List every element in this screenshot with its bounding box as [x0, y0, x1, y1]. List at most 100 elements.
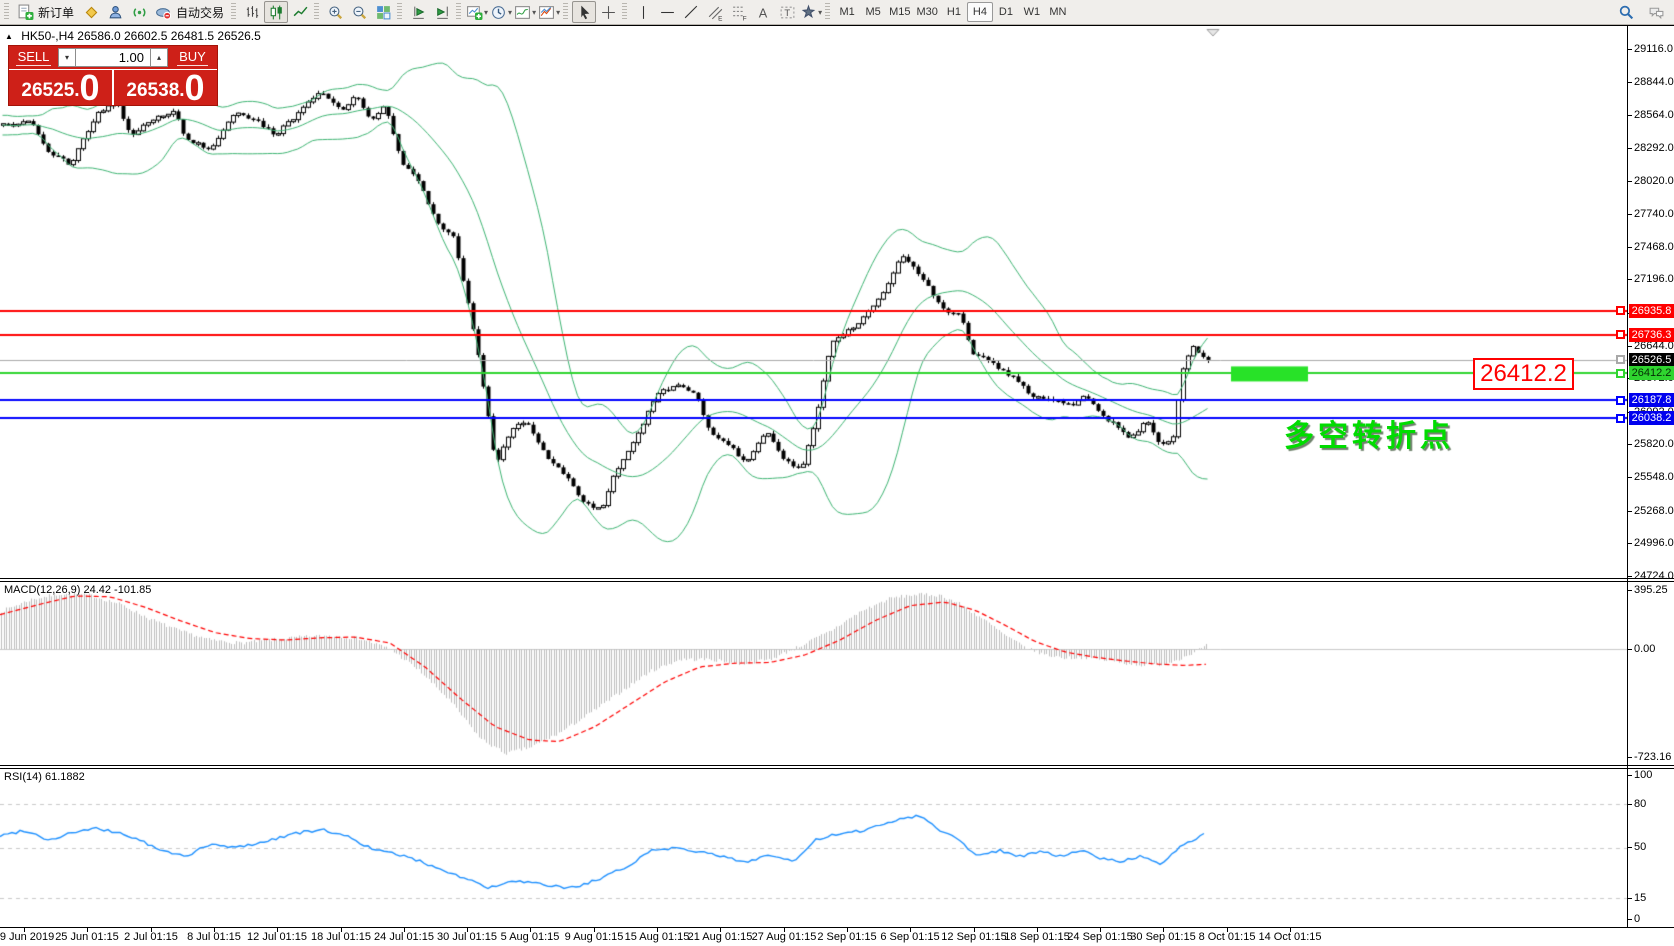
- one-click-trading-panel: SELL ▾ 1.00 ▴ BUY 26525. 0: [8, 45, 218, 106]
- timeframe-d1-button[interactable]: D1: [998, 6, 1013, 18]
- tile-windows-button[interactable]: [371, 1, 395, 23]
- time-axis-tick: [657, 927, 658, 932]
- profile-button[interactable]: [103, 1, 127, 23]
- trendline-tool-button[interactable]: [679, 1, 703, 23]
- rsi-axis-label: 15: [1634, 892, 1647, 904]
- arrows-tool-button[interactable]: ▾: [799, 1, 823, 23]
- timeframe-h4-button[interactable]: H4: [966, 2, 993, 22]
- volume-increase-button[interactable]: ▴: [150, 48, 168, 67]
- time-axis-label: 9 Aug 01:15: [564, 931, 624, 943]
- time-axis-tick: [404, 927, 405, 932]
- toolbar-grip: [563, 3, 569, 21]
- price-axis-tick: [1627, 477, 1632, 479]
- timeframe-mn-button[interactable]: MN: [1049, 6, 1067, 18]
- periods-button[interactable]: ▾: [489, 1, 513, 23]
- cursor-button[interactable]: [572, 1, 597, 23]
- text-label-tool-button[interactable]: T: [775, 1, 799, 23]
- zoom-out-button[interactable]: [347, 1, 371, 23]
- timeframe-h1-button[interactable]: H1: [946, 6, 961, 18]
- panel-separator[interactable]: [0, 578, 1674, 579]
- buy-price-display[interactable]: 26538. 0: [114, 70, 217, 105]
- candle-chart-mode-button[interactable]: [264, 1, 289, 23]
- level-line-marker[interactable]: [1616, 330, 1625, 340]
- chart-shift-button[interactable]: [430, 1, 454, 23]
- toolbar-grip: [397, 3, 403, 21]
- panel-separator[interactable]: [0, 768, 1674, 769]
- crosshair-button[interactable]: [596, 1, 620, 23]
- sell-price-base: 26525: [21, 80, 75, 101]
- panel-separator[interactable]: [0, 581, 1674, 582]
- time-axis-label: 14 Oct 01:15: [1258, 931, 1322, 943]
- indicators-button[interactable]: ▾: [513, 1, 537, 23]
- time-axis-tick: [594, 927, 595, 932]
- sell-button[interactable]: SELL: [12, 46, 55, 69]
- toolbar-grip: [456, 3, 462, 21]
- level-line-marker[interactable]: [1616, 413, 1625, 423]
- horizontal-line-tool-button[interactable]: [655, 1, 679, 23]
- buy-button[interactable]: BUY: [171, 46, 214, 69]
- caret-up-icon: ▴: [156, 53, 161, 62]
- price-axis-label: 24996.0: [1634, 537, 1674, 550]
- rsi-axis-tick: [1627, 847, 1632, 848]
- timeframe-w1-button[interactable]: W1: [1023, 6, 1041, 18]
- time-axis-label: 30 Sep 01:15: [1130, 931, 1196, 943]
- volume-input[interactable]: 1.00: [76, 48, 150, 67]
- level-price-tag: 26736.3: [1629, 327, 1674, 342]
- macd-axis-label: -723.16: [1634, 751, 1672, 763]
- toolbar-grip: [825, 3, 831, 21]
- toolbar-grip: [622, 3, 628, 21]
- price-callout-box[interactable]: 26412.2: [1473, 358, 1574, 390]
- level-line-marker[interactable]: [1616, 355, 1625, 365]
- equidistant-channel-tool-button[interactable]: E: [703, 1, 727, 23]
- signals-button[interactable]: [127, 1, 151, 23]
- templates-button[interactable]: ▾: [537, 1, 561, 23]
- search-button[interactable]: [1614, 1, 1638, 23]
- templates-icon: [538, 4, 555, 21]
- zoom-in-button[interactable]: [323, 1, 347, 23]
- volume-decrease-button[interactable]: ▾: [58, 48, 76, 67]
- sell-price-big-digit: 0: [79, 67, 100, 109]
- line-chart-mode-button[interactable]: [288, 1, 312, 23]
- time-axis-tick: [1290, 927, 1291, 932]
- price-axis-label: 25820.0: [1634, 438, 1674, 451]
- timeframe-m1-button[interactable]: M1: [839, 6, 855, 18]
- signal-icon: [131, 4, 148, 21]
- rsi-canvas[interactable]: [0, 769, 1627, 927]
- new-chart-button[interactable]: ▾: [465, 1, 489, 23]
- svg-text:A: A: [758, 5, 767, 20]
- timeframe-m30-button[interactable]: M30: [916, 6, 938, 18]
- level-price-tag: 26935.8: [1629, 303, 1674, 318]
- editor-icon: [83, 4, 100, 21]
- chat-button[interactable]: [1644, 1, 1668, 23]
- macd-canvas[interactable]: [0, 582, 1627, 765]
- sell-price-display[interactable]: 26525. 0: [9, 70, 112, 105]
- zoom-out-icon: [351, 4, 368, 21]
- text-tool-button[interactable]: A: [751, 1, 775, 23]
- rsi-label: RSI(14) 61.1882: [4, 771, 85, 783]
- collapse-panel-icon[interactable]: ▲: [5, 32, 13, 41]
- time-axis-tick: [1227, 927, 1228, 932]
- macd-axis-label: 395.25: [1634, 584, 1668, 596]
- auto-trading-button[interactable]: [151, 1, 175, 23]
- toolbar: 新订单 自动交易 ▾ ▾ ▾ ▾ E F A T ▾ M1 M5 M15 M30 H1 H4 D1 W1 MN: [0, 0, 1674, 25]
- level-price-tag: 26187.8: [1629, 393, 1674, 408]
- timeframe-m5-button[interactable]: M5: [865, 6, 881, 18]
- timeframe-m15-button[interactable]: M15: [889, 6, 911, 18]
- level-line-marker[interactable]: [1616, 395, 1625, 405]
- time-axis-tick: [341, 927, 342, 932]
- auto-scroll-button[interactable]: [406, 1, 430, 23]
- vline-icon: [635, 4, 652, 21]
- level-line-marker[interactable]: [1616, 306, 1625, 316]
- panel-separator[interactable]: [0, 765, 1674, 766]
- fibonacci-tool-button[interactable]: F: [727, 1, 751, 23]
- metaeditor-button[interactable]: [79, 1, 103, 23]
- new-order-button[interactable]: [13, 1, 37, 23]
- vertical-line-tool-button[interactable]: [631, 1, 655, 23]
- new-chart-icon: [466, 4, 483, 21]
- macd-label: MACD(12,26,9) 24.42 -101.85: [4, 584, 152, 596]
- bar-chart-mode-button[interactable]: [240, 1, 264, 23]
- buy-price-big-digit: 0: [184, 67, 205, 109]
- price-chart-canvas[interactable]: [0, 26, 1627, 578]
- level-line-marker[interactable]: [1616, 368, 1625, 378]
